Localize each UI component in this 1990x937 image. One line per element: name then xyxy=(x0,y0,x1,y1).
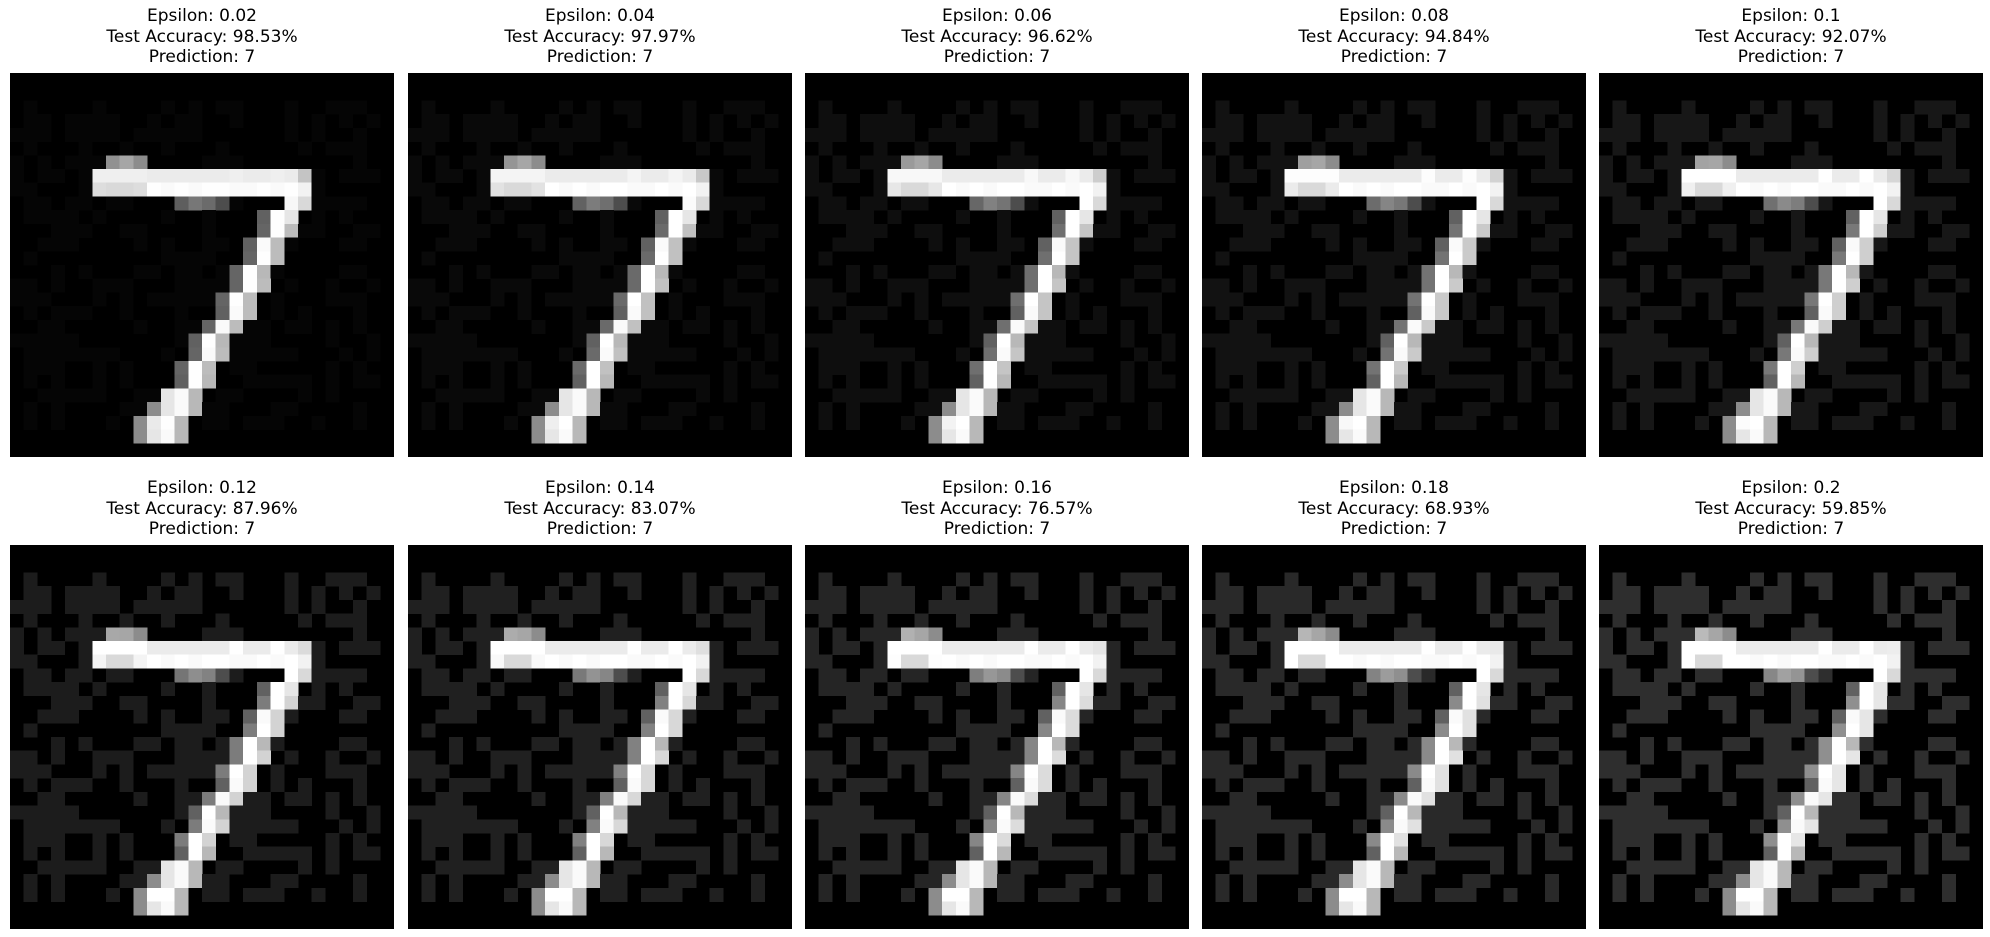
prediction-label: Prediction: 7 xyxy=(1737,47,1845,67)
epsilon-label: Epsilon: 0.04 xyxy=(545,6,655,26)
panel-title: Epsilon: 0.02 Test Accuracy: 98.53% Predic… xyxy=(10,6,394,68)
prediction-label: Prediction: 7 xyxy=(546,47,654,67)
panel-title: Epsilon: 0.04 Test Accuracy: 97.97% Predic… xyxy=(408,6,792,68)
prediction-label: Prediction: 7 xyxy=(943,519,1051,539)
test-accuracy-label: Test Accuracy: 83.07% xyxy=(504,498,696,519)
epsilon-label: Epsilon: 0.1 xyxy=(1741,6,1841,26)
adversarial-digit-image xyxy=(1599,73,1983,457)
prediction-label: Prediction: 7 xyxy=(943,47,1051,67)
panel-title: Epsilon: 0.1 Test Accuracy: 92.07% Predict… xyxy=(1599,6,1983,68)
prediction-label: Prediction: 7 xyxy=(1340,519,1448,539)
panel-title: Epsilon: 0.08 Test Accuracy: 94.84% Predic… xyxy=(1202,6,1586,68)
adversarial-digit-image xyxy=(805,73,1189,457)
prediction-label: Prediction: 7 xyxy=(1340,47,1448,67)
adversarial-digit-image xyxy=(1202,73,1586,457)
epsilon-label: Epsilon: 0.14 xyxy=(545,478,655,498)
test-accuracy-label: Test Accuracy: 94.84% xyxy=(1298,26,1490,47)
test-accuracy-label: Test Accuracy: 59.85% xyxy=(1695,498,1887,519)
panel-title: Epsilon: 0.2 Test Accuracy: 59.85% Predict… xyxy=(1599,478,1983,540)
epsilon-label: Epsilon: 0.08 xyxy=(1339,6,1449,26)
adversarial-digit-image xyxy=(805,545,1189,929)
panel-title: Epsilon: 0.16 Test Accuracy: 76.57% Predic… xyxy=(805,478,1189,540)
epsilon-label: Epsilon: 0.02 xyxy=(147,6,257,26)
adversarial-digit-image xyxy=(10,73,394,457)
epsilon-label: Epsilon: 0.2 xyxy=(1741,478,1841,498)
test-accuracy-label: Test Accuracy: 68.93% xyxy=(1298,498,1490,519)
adversarial-digit-image xyxy=(408,73,792,457)
adversarial-digit-image xyxy=(10,545,394,929)
adversarial-digit-image xyxy=(1202,545,1586,929)
test-accuracy-label: Test Accuracy: 98.53% xyxy=(106,26,298,47)
test-accuracy-label: Test Accuracy: 76.57% xyxy=(901,498,1093,519)
prediction-label: Prediction: 7 xyxy=(148,47,256,67)
test-accuracy-label: Test Accuracy: 97.97% xyxy=(504,26,696,47)
adversarial-digit-image xyxy=(408,545,792,929)
epsilon-label: Epsilon: 0.16 xyxy=(942,478,1052,498)
epsilon-label: Epsilon: 0.12 xyxy=(147,478,257,498)
prediction-label: Prediction: 7 xyxy=(148,519,256,539)
epsilon-label: Epsilon: 0.18 xyxy=(1339,478,1449,498)
panel-title: Epsilon: 0.18 Test Accuracy: 68.93% Predic… xyxy=(1202,478,1586,540)
panel-title: Epsilon: 0.12 Test Accuracy: 87.96% Predic… xyxy=(10,478,394,540)
prediction-label: Prediction: 7 xyxy=(546,519,654,539)
prediction-label: Prediction: 7 xyxy=(1737,519,1845,539)
panel-title: Epsilon: 0.06 Test Accuracy: 96.62% Predic… xyxy=(805,6,1189,68)
test-accuracy-label: Test Accuracy: 92.07% xyxy=(1695,26,1887,47)
test-accuracy-label: Test Accuracy: 96.62% xyxy=(901,26,1093,47)
epsilon-label: Epsilon: 0.06 xyxy=(942,6,1052,26)
adversarial-digit-image xyxy=(1599,545,1983,929)
test-accuracy-label: Test Accuracy: 87.96% xyxy=(106,498,298,519)
panel-title: Epsilon: 0.14 Test Accuracy: 83.07% Predic… xyxy=(408,478,792,540)
